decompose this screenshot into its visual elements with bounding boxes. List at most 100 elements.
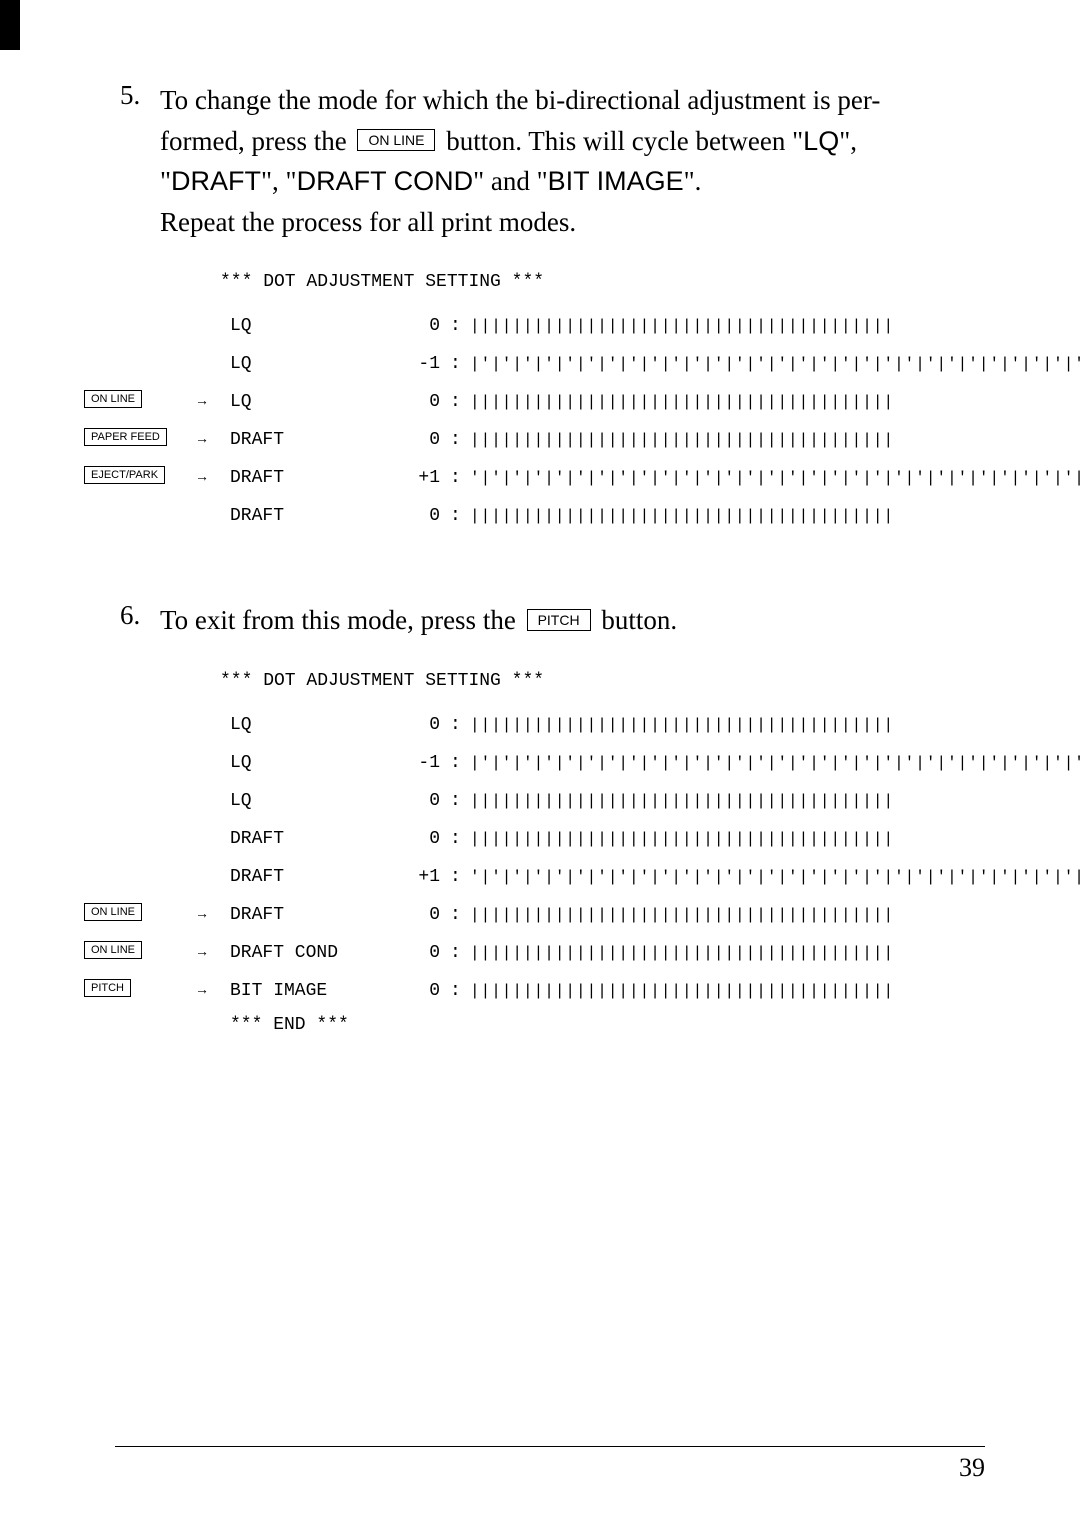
adjustment-value: +1: [400, 468, 440, 488]
alignment-pattern: ||||||||||||||||||||||||||||||||||||||||: [470, 792, 894, 810]
text: button.: [595, 605, 678, 635]
button-indicator: PAPER FEED: [80, 431, 190, 449]
adjustment-value: 0: [400, 392, 440, 412]
mode-label: LQ: [230, 791, 252, 811]
print-row: DRAFT+1:'|'|'|'|'|'|'|'|'|'|'|'|'|'|'|'|…: [120, 863, 990, 891]
listing-2: *** DOT ADJUSTMENT SETTING *** LQ 0: |||||…: [120, 671, 990, 1035]
adjustment-value: 0: [400, 905, 440, 925]
step-number: 5.: [120, 80, 160, 242]
mode-label: LQ: [230, 392, 252, 412]
mode-lq: LQ: [803, 126, 839, 156]
step-body: To exit from this mode, press the PITCH …: [160, 600, 677, 641]
text: ", ": [261, 166, 297, 196]
button-label: EJECT/PARK: [84, 466, 165, 484]
mode-label: DRAFT: [230, 430, 284, 450]
text: ".: [684, 166, 702, 196]
arrow-icon: →: [195, 983, 209, 999]
page-tab-marker: [0, 0, 20, 50]
button-indicator: PITCH: [80, 981, 190, 999]
mode-draft: DRAFT: [171, 166, 261, 196]
alignment-pattern: ||||||||||||||||||||||||||||||||||||||||: [470, 393, 894, 411]
alignment-pattern: ||||||||||||||||||||||||||||||||||||||||: [470, 906, 894, 924]
mode-bitimage: BIT IMAGE: [548, 166, 684, 196]
adjustment-value: 0: [400, 316, 440, 336]
arrow-icon: →: [195, 470, 209, 486]
arrow-icon: →: [195, 945, 209, 961]
colon: :: [450, 430, 461, 450]
mode-label: LQ: [230, 753, 252, 773]
mode-label: DRAFT: [230, 468, 284, 488]
colon: :: [450, 753, 461, 773]
print-row: ON LINE→LQ0:||||||||||||||||||||||||||||…: [120, 388, 990, 416]
adjustment-value: 0: [400, 791, 440, 811]
adjustment-value: 0: [400, 715, 440, 735]
button-label: ON LINE: [84, 941, 142, 959]
adjustment-value: 0: [400, 506, 440, 526]
page-number: 39: [115, 1446, 985, 1483]
colon: :: [450, 943, 461, 963]
print-row: DRAFT0:|||||||||||||||||||||||||||||||||…: [120, 502, 990, 530]
colon: :: [450, 829, 461, 849]
mode-label: LQ: [230, 316, 252, 336]
print-row: EJECT/PARK→DRAFT+1:'|'|'|'|'|'|'|'|'|'|'…: [120, 464, 990, 492]
mode-label: DRAFT: [230, 905, 284, 925]
colon: :: [450, 715, 461, 735]
text: To change the mode for which the bi-dire…: [160, 85, 880, 115]
step-5: 5. To change the mode for which the bi-d…: [120, 80, 990, 242]
print-row: LQ 0: ||||||||||||||||||||||||||||||||||||…: [120, 312, 990, 340]
button-label: ON LINE: [84, 390, 142, 408]
alignment-pattern: ||||||||||||||||||||||||||||||||||||||||: [470, 317, 894, 335]
arrow-icon: →: [195, 907, 209, 923]
button-indicator: EJECT/PARK: [80, 469, 190, 487]
step-number: 6.: [120, 600, 160, 641]
print-row: LQ-1:|'|'|'|'|'|'|'|'|'|'|'|'|'|'|'|'|'|…: [120, 749, 990, 777]
print-row: LQ 0: ||||||||||||||||||||||||||||||||||||…: [120, 787, 990, 815]
print-row: PAPER FEED→DRAFT0:||||||||||||||||||||||…: [120, 426, 990, 454]
colon: :: [450, 791, 461, 811]
mode-label: DRAFT: [230, 829, 284, 849]
online-button-label: ON LINE: [357, 129, 435, 151]
alignment-pattern: |'|'|'|'|'|'|'|'|'|'|'|'|'|'|'|'|'|'|'|'…: [470, 754, 1080, 772]
colon: :: [450, 905, 461, 925]
button-indicator: ON LINE: [80, 943, 190, 961]
adjustment-value: -1: [400, 354, 440, 374]
step-body: To change the mode for which the bi-dire…: [160, 80, 880, 242]
text: formed, press the: [160, 126, 353, 156]
print-row: LQ0:||||||||||||||||||||||||||||||||||||…: [120, 711, 990, 739]
colon: :: [450, 316, 461, 336]
alignment-pattern: ||||||||||||||||||||||||||||||||||||||||: [470, 830, 894, 848]
mode-label: LQ: [230, 354, 252, 374]
text: button. This will cycle between ": [439, 126, 803, 156]
print-row: LQ-1:|'|'|'|'|'|'|'|'|'|'|'|'|'|'|'|'|'|…: [120, 350, 990, 378]
arrow-icon: →: [195, 432, 209, 448]
mode-label: BIT IMAGE: [230, 981, 327, 1001]
alignment-pattern: ||||||||||||||||||||||||||||||||||||||||: [470, 944, 894, 962]
mode-label: LQ: [230, 715, 252, 735]
pitch-button-label: PITCH: [527, 609, 591, 631]
alignment-pattern: ||||||||||||||||||||||||||||||||||||||||: [470, 982, 894, 1000]
text: ",: [839, 126, 857, 156]
button-indicator: ON LINE: [80, 905, 190, 923]
step-6: 6. To exit from this mode, press the PIT…: [120, 600, 990, 641]
button-label: ON LINE: [84, 903, 142, 921]
colon: :: [450, 867, 461, 887]
adjustment-value: 0: [400, 943, 440, 963]
print-row: ON LINE→DRAFT COND0:||||||||||||||||||||…: [120, 939, 990, 967]
button-label: PITCH: [84, 979, 131, 997]
text: ": [160, 166, 171, 196]
adjustment-value: 0: [400, 829, 440, 849]
alignment-pattern: ||||||||||||||||||||||||||||||||||||||||: [470, 507, 894, 525]
colon: :: [450, 354, 461, 374]
mode-label: DRAFT: [230, 506, 284, 526]
text: " and ": [473, 166, 548, 196]
adjustment-value: +1: [400, 867, 440, 887]
colon: :: [450, 981, 461, 1001]
mode-draftcond: DRAFT COND: [297, 166, 474, 196]
adjustment-value: 0: [400, 981, 440, 1001]
alignment-pattern: '|'|'|'|'|'|'|'|'|'|'|'|'|'|'|'|'|'|'|'|…: [470, 868, 1080, 886]
adjustment-value: 0: [400, 430, 440, 450]
alignment-pattern: '|'|'|'|'|'|'|'|'|'|'|'|'|'|'|'|'|'|'|'|…: [470, 469, 1080, 487]
listing-heading: *** DOT ADJUSTMENT SETTING ***: [220, 671, 990, 691]
mode-label: DRAFT: [230, 867, 284, 887]
text: Repeat the process for all print modes.: [160, 207, 576, 237]
